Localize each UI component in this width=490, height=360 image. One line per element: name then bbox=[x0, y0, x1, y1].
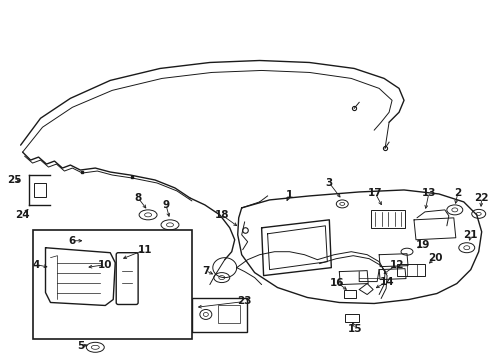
Text: 7: 7 bbox=[202, 266, 210, 276]
Text: 16: 16 bbox=[330, 278, 344, 288]
Text: 2: 2 bbox=[454, 188, 462, 198]
Text: 14: 14 bbox=[380, 276, 394, 287]
Text: 12: 12 bbox=[390, 260, 404, 270]
Bar bbox=[371, 210, 405, 228]
Text: 6: 6 bbox=[69, 236, 76, 246]
Bar bbox=[192, 297, 246, 332]
Text: 4: 4 bbox=[33, 260, 40, 270]
Text: 24: 24 bbox=[15, 210, 30, 220]
Bar bbox=[218, 306, 240, 323]
Bar bbox=[397, 264, 425, 276]
Text: 9: 9 bbox=[163, 200, 170, 210]
Text: 22: 22 bbox=[474, 193, 489, 203]
Bar bbox=[344, 289, 356, 297]
Text: 20: 20 bbox=[428, 253, 442, 263]
Text: 17: 17 bbox=[368, 188, 383, 198]
Text: 15: 15 bbox=[348, 324, 363, 334]
Text: 23: 23 bbox=[238, 297, 252, 306]
Bar bbox=[32, 230, 192, 339]
Bar bbox=[33, 183, 46, 197]
Text: 10: 10 bbox=[98, 260, 113, 270]
Text: 21: 21 bbox=[464, 230, 478, 240]
Text: 25: 25 bbox=[7, 175, 22, 185]
Text: 11: 11 bbox=[138, 245, 152, 255]
Text: 1: 1 bbox=[286, 190, 293, 200]
Text: 13: 13 bbox=[422, 188, 436, 198]
Text: 3: 3 bbox=[326, 178, 333, 188]
Text: 18: 18 bbox=[215, 210, 229, 220]
Text: 5: 5 bbox=[77, 341, 84, 351]
Text: 19: 19 bbox=[416, 240, 430, 250]
Bar bbox=[345, 314, 359, 323]
Text: 8: 8 bbox=[134, 193, 142, 203]
